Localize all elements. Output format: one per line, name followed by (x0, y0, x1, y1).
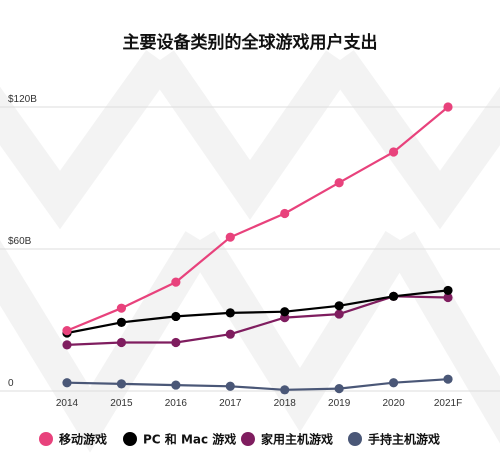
legend-marker (241, 432, 255, 446)
y-tick-label: $120B (8, 94, 37, 105)
legend-label: PC 和 Mac 游戏 (143, 432, 236, 447)
legend-marker (39, 432, 53, 446)
legend-marker (123, 432, 137, 446)
data-point (225, 232, 235, 242)
data-point (443, 285, 453, 296)
series-line (66, 295, 449, 346)
x-axis-ticks: 2014 2015 2016 2017 2018 2019 2020 2021F (56, 398, 462, 409)
data-point (443, 102, 453, 112)
y-tick-label: $60B (8, 236, 32, 247)
data-point (334, 301, 344, 311)
x-tick-label: 2020 (382, 398, 405, 409)
data-point (334, 178, 344, 188)
series-group (62, 374, 453, 395)
data-point (116, 317, 127, 327)
x-tick-label: 2021F (434, 398, 462, 409)
data-point (388, 378, 399, 388)
series-group (62, 102, 453, 336)
data-point (388, 291, 399, 301)
data-point (225, 329, 235, 339)
series-lines (62, 102, 453, 395)
data-point (171, 277, 181, 287)
watermark-chevron-5 (385, 231, 500, 444)
data-point (116, 303, 127, 313)
data-point (171, 311, 181, 322)
legend: 移动游戏 PC 和 Mac 游戏 家用主机游戏 手持主机游戏 (39, 432, 440, 447)
data-point (280, 307, 290, 317)
data-point (225, 381, 235, 391)
data-point (388, 147, 399, 157)
series-line (66, 289, 449, 335)
x-tick-label: 2015 (110, 398, 133, 409)
legend-label: 手持主机游戏 (368, 432, 440, 447)
legend-item: PC 和 Mac 游戏 (123, 432, 236, 447)
data-point (280, 385, 290, 395)
data-point (62, 340, 72, 350)
legend-label: 移动游戏 (59, 432, 107, 447)
watermark-chevron-4 (185, 230, 415, 433)
data-point (334, 384, 344, 394)
watermark-chevron-3 (0, 231, 215, 453)
x-tick-label: 2019 (328, 398, 351, 409)
data-point (334, 309, 344, 319)
legend-marker (348, 432, 362, 446)
data-point (62, 378, 72, 388)
series-line (66, 106, 449, 332)
legend-item: 家用主机游戏 (241, 432, 333, 447)
y-tick-label: 0 (8, 378, 14, 389)
data-point (171, 380, 181, 390)
background-watermark-pattern (0, 50, 500, 453)
legend-item: 手持主机游戏 (348, 432, 440, 447)
x-tick-label: 2017 (219, 398, 242, 409)
watermark-chevron-0 (0, 50, 174, 230)
x-tick-label: 2018 (274, 398, 297, 409)
legend-item: 移动游戏 (39, 432, 107, 447)
data-point (443, 292, 453, 303)
y-axis-ticks: 0 $60B $120B (8, 94, 37, 389)
chart-title: 主要设备类别的全球游戏用户支出 (123, 32, 378, 53)
data-point (225, 308, 235, 318)
data-point (280, 208, 290, 219)
gridlines (0, 106, 500, 392)
data-point (443, 374, 453, 384)
data-point (116, 379, 127, 389)
series-group (62, 285, 453, 338)
data-point (62, 326, 72, 336)
data-point (116, 337, 127, 348)
legend-label: 家用主机游戏 (261, 432, 333, 447)
series-line (66, 378, 449, 391)
x-tick-label: 2016 (165, 398, 188, 409)
data-point (171, 337, 181, 348)
watermark-chevron-1 (146, 50, 354, 220)
x-tick-label: 2014 (56, 398, 79, 409)
